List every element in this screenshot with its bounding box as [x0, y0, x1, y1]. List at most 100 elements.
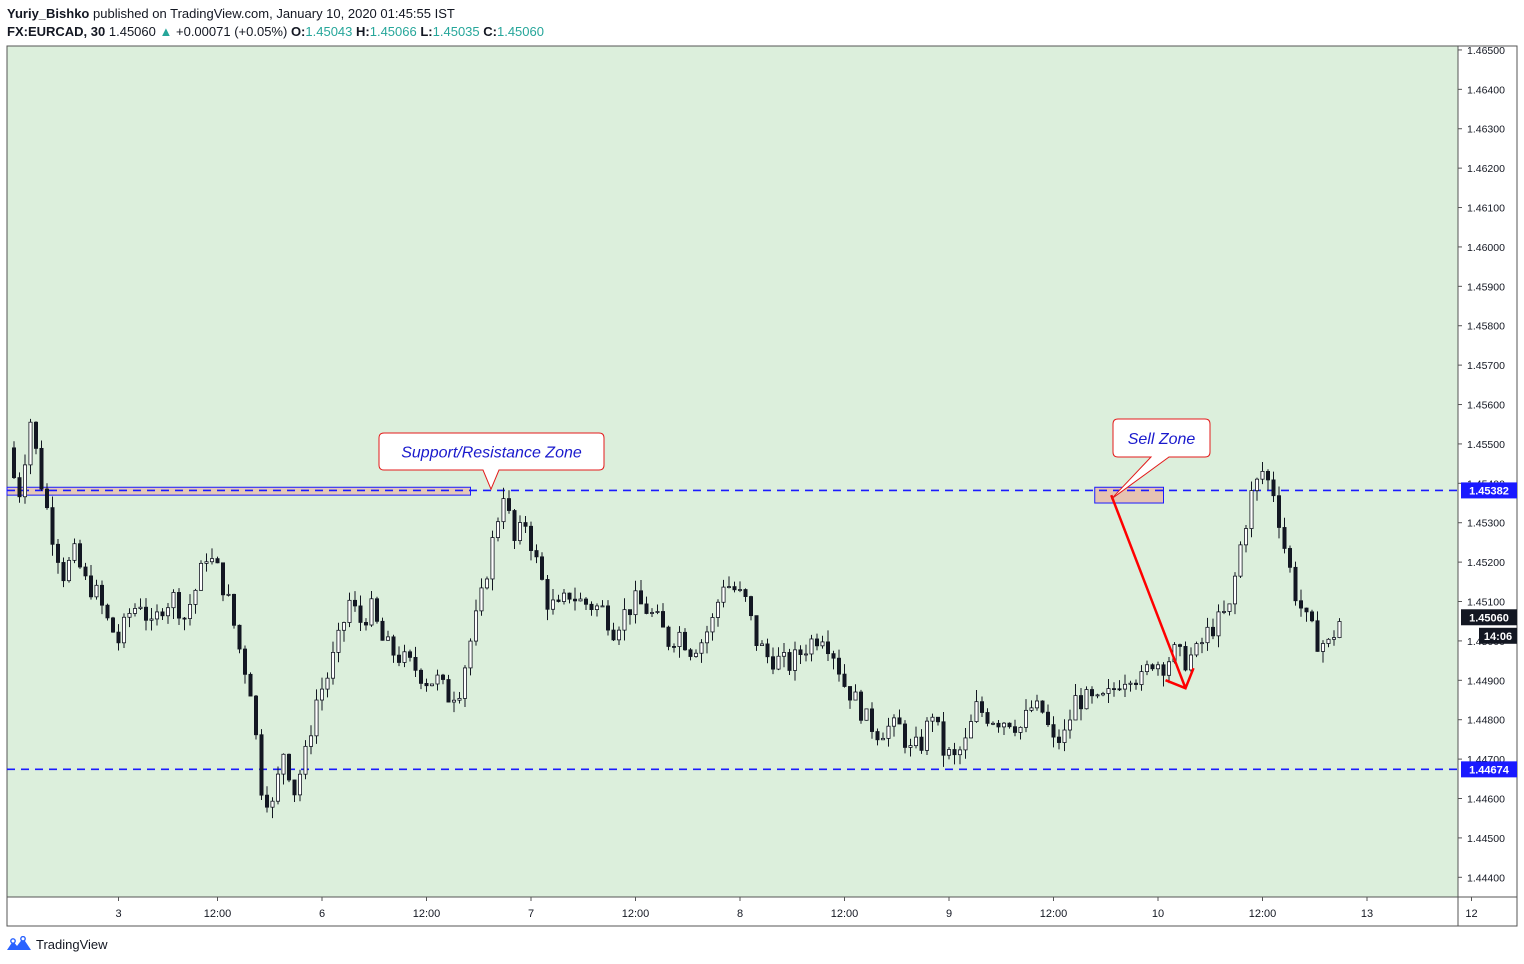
support-resistance-callout[interactable]: Support/Resistance Zone — [378, 432, 605, 491]
candle — [78, 543, 83, 568]
candle — [28, 421, 33, 466]
y-tick-label: 1.44900 — [1467, 675, 1505, 687]
candle — [1194, 643, 1199, 656]
candle — [352, 599, 357, 607]
candle — [628, 609, 633, 616]
candle — [523, 522, 528, 527]
candle — [61, 562, 66, 582]
candle — [815, 638, 820, 647]
candle — [760, 643, 765, 646]
candle — [848, 686, 853, 701]
arrow-head-icon — [1165, 667, 1195, 690]
candle — [573, 598, 578, 602]
sell-zone-callout[interactable]: Sell Zone — [1110, 418, 1211, 500]
candle — [462, 667, 467, 699]
candle — [132, 608, 137, 614]
candle — [165, 607, 170, 617]
candle — [864, 708, 869, 721]
candle — [1205, 626, 1210, 644]
tradingview-brand[interactable]: TradingView — [36, 936, 108, 952]
candle — [1299, 600, 1304, 609]
candle — [804, 653, 809, 656]
candle — [892, 717, 897, 727]
time-axis[interactable] — [6, 896, 1459, 927]
candle — [1106, 688, 1111, 694]
candle — [34, 421, 39, 449]
x-tick-label: 10 — [1152, 908, 1164, 920]
x-tick-label: 3 — [115, 908, 121, 920]
candle — [187, 604, 192, 619]
candle — [881, 737, 886, 741]
candle — [1150, 664, 1155, 670]
candle — [396, 654, 401, 663]
candle — [897, 717, 902, 725]
candle — [1326, 638, 1331, 644]
price-change: +0.00071 (+0.05%) — [176, 24, 288, 39]
candle — [341, 622, 346, 631]
price-label-text: 1.45382 — [1469, 485, 1509, 497]
candle — [72, 543, 77, 561]
x-tick-label: 12 — [1465, 908, 1477, 920]
candle — [1101, 693, 1106, 696]
candle — [529, 525, 534, 551]
footer: TradingView — [6, 936, 108, 952]
candle — [963, 737, 968, 751]
x-tick-label: 12:00 — [204, 908, 232, 920]
y-tick-label: 1.44500 — [1467, 833, 1505, 845]
candle — [958, 749, 963, 756]
down-arrow-line[interactable] — [1110, 494, 1187, 689]
candle — [83, 566, 88, 577]
candle — [176, 592, 181, 619]
candle — [540, 556, 545, 580]
candle — [1310, 611, 1315, 622]
plot-area[interactable] — [7, 46, 1458, 897]
candle — [506, 498, 511, 511]
support-resistance-callout-box — [378, 432, 605, 491]
candlestick-chart[interactable]: 1.444001.445001.446001.447001.448001.449… — [0, 0, 1524, 930]
candle — [111, 617, 116, 633]
price-label-text: 1.44674 — [1469, 764, 1510, 776]
candle — [677, 631, 682, 647]
candle — [39, 447, 44, 490]
candle — [875, 731, 880, 741]
candle — [606, 605, 611, 631]
candle — [1128, 682, 1133, 685]
candle — [683, 631, 688, 651]
candle — [765, 643, 770, 658]
candle — [204, 561, 209, 564]
candle — [67, 559, 72, 582]
open-label: O: — [290, 24, 306, 39]
candle — [1123, 683, 1128, 690]
candle — [237, 624, 242, 650]
candle — [45, 488, 50, 509]
candle — [666, 626, 671, 647]
candle — [1002, 722, 1007, 728]
sell-zone-callout-box — [1110, 418, 1211, 500]
candle — [490, 537, 495, 580]
y-tick-label: 1.45200 — [1467, 557, 1505, 569]
candle — [1189, 654, 1194, 671]
candle — [347, 599, 352, 623]
candle — [1035, 700, 1040, 709]
symbol-label[interactable]: FX:EURCAD, 30 — [7, 24, 106, 39]
candle — [501, 498, 506, 523]
candle — [1134, 682, 1139, 686]
price-label-last — [1461, 609, 1517, 626]
candle — [1084, 689, 1089, 710]
candle — [853, 691, 858, 701]
candle — [286, 753, 291, 781]
candle — [831, 653, 836, 659]
author-name[interactable]: Yuriy_Bishko — [7, 6, 90, 21]
candle — [688, 649, 693, 657]
candle — [1332, 637, 1337, 640]
candle — [413, 656, 418, 671]
candle — [374, 598, 379, 622]
candle — [160, 611, 165, 617]
candle — [1244, 528, 1249, 546]
candle — [1211, 626, 1216, 637]
price-axis[interactable] — [1457, 45, 1518, 898]
candle — [1024, 709, 1029, 728]
y-tick-label: 1.44600 — [1467, 794, 1505, 806]
candle — [231, 593, 236, 626]
candle — [479, 587, 484, 612]
